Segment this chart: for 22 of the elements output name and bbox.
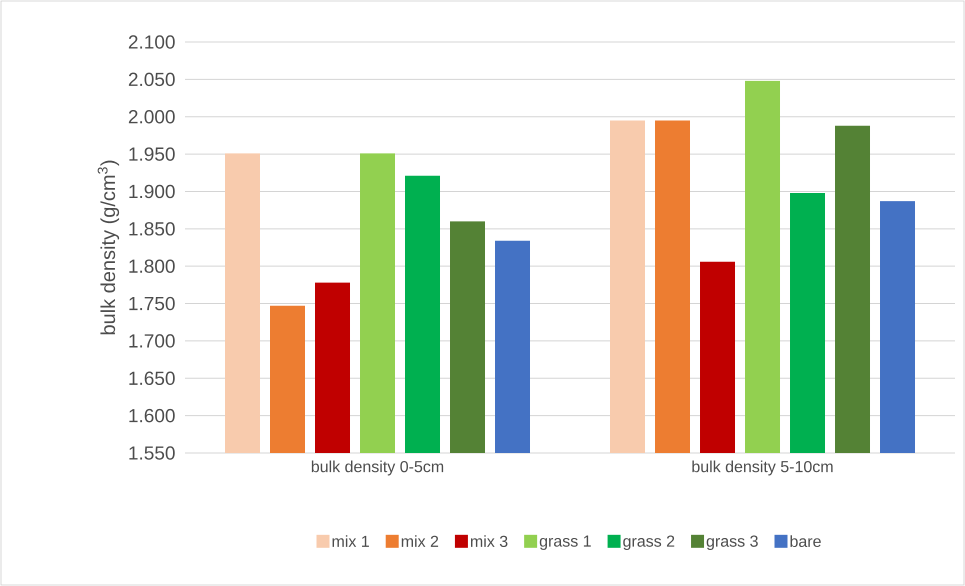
x-tick-label: bulk density 0-5cm (312, 460, 444, 476)
y-tick-label: 1.800 (129, 259, 175, 273)
y-tick-label: 1.750 (129, 296, 175, 310)
y-tick-label: 2.100 (128, 35, 175, 49)
y-axis-title: bulk density (g/cm$^{3}$) (98, 160, 120, 334)
legend-label: grass 3 (706, 535, 758, 550)
legend-label: bare (790, 535, 821, 548)
legend-label: mix 2 (402, 535, 438, 547)
y-tick-label: 1.950 (129, 147, 175, 161)
legend-label: mix 1 (332, 535, 369, 547)
y-tick-label: 1.900 (129, 184, 175, 198)
y-tick-label: 1.600 (129, 408, 175, 422)
y-tick-label: 1.850 (129, 222, 175, 236)
x-tick-label: bulk density 5-10cm (692, 460, 833, 476)
y-tick-label: 1.700 (129, 334, 175, 348)
y-tick-label: 1.550 (129, 446, 175, 460)
legend-label: mix 3 (470, 535, 508, 548)
legend-label: grass 1 (540, 536, 591, 550)
legend-label: grass 2 (623, 535, 674, 550)
y-tick-label: 2.000 (128, 110, 175, 124)
y-tick-label: 1.650 (129, 372, 175, 385)
y-tick-label: 2.050 (128, 72, 175, 86)
